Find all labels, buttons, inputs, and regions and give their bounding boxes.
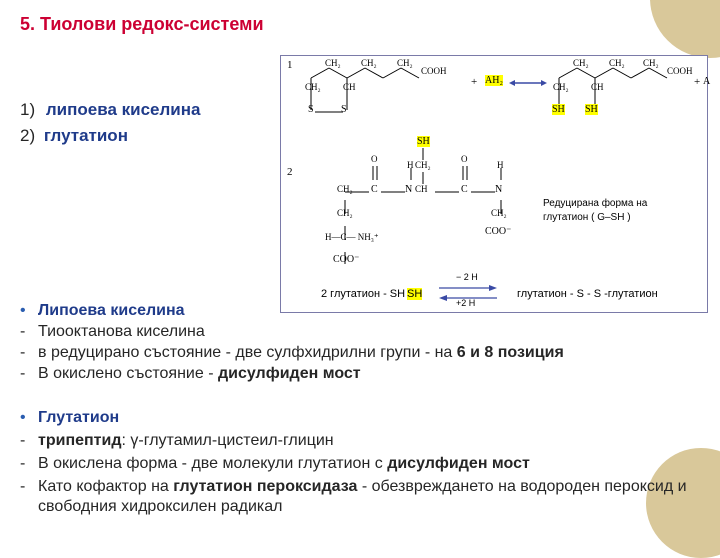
rd-v1: CH₂	[553, 82, 569, 92]
glu-ch2a: CH₂	[415, 160, 431, 170]
rd-c5: COOH	[667, 66, 693, 76]
glu-ch2b: CH₂	[337, 184, 353, 194]
glu-ch2c: CH₂	[337, 208, 353, 218]
s2-row-1: В окислена форма - две молекули глутатио…	[38, 454, 530, 474]
glu-hcnh3: H—C— NH₃⁺	[325, 232, 379, 243]
rd-v2: CH	[591, 82, 604, 92]
eq-left-hl: SH	[407, 288, 422, 300]
intro-num-1: 1)	[20, 100, 35, 119]
intro-item-2: 2) глутатион	[20, 126, 128, 146]
s1-row-1: в редуцирано състояние - две сулфхидрилн…	[38, 344, 564, 362]
chemistry-figure: 1 2 CH₂ CH₂ CH₂ COOH CH₂ CH S S + AH₂	[280, 55, 708, 313]
glu-c1: C	[371, 184, 378, 195]
glu-o2: O	[461, 154, 468, 164]
page-title: 5. Тиолови редокс-системи	[20, 14, 264, 35]
a-label: A	[703, 76, 710, 87]
double-arrow	[509, 78, 547, 88]
plus1: +	[471, 76, 477, 88]
eq-top: − 2 H	[456, 272, 478, 282]
fig-label-1: 1	[287, 59, 293, 71]
intro-item-1: 1) липоева киселина	[20, 100, 200, 120]
ah2: AH₂	[485, 75, 503, 86]
intro-num-2: 2)	[20, 126, 35, 145]
rd-c1: CH₂	[573, 58, 589, 68]
fig-caption-2: глутатион ( G–SH )	[543, 212, 631, 223]
rd-s2: SH	[585, 104, 598, 115]
s2-heading: Глутатион	[38, 408, 119, 428]
intro-text-2: глутатион	[44, 126, 128, 145]
ox-v1: CH₂	[305, 82, 321, 92]
glu-n2: N	[495, 184, 502, 195]
glu-c2: C	[461, 184, 468, 195]
plus2: +	[694, 76, 700, 88]
eq-left: 2 глутатион - SH	[321, 288, 405, 300]
deco-circle-top	[650, 0, 720, 58]
s1-row-2: В окислено състояние - дисулфиден мост	[38, 365, 361, 383]
section-glutathione: • Глутатион - трипептид: γ-глутамил-цист…	[20, 408, 690, 520]
s1-row-0: Тиооктанова киселина	[38, 323, 205, 341]
glu-chm: CH	[415, 184, 428, 194]
glu-n1: N	[405, 184, 412, 195]
rd-c2: CH₂	[609, 58, 625, 68]
section-lipoic: • Липоева киселина - Тиооктанова киселин…	[20, 302, 700, 386]
s2-row-0: трипептид: γ-глутамил-цистеил-глицин	[38, 431, 334, 451]
ox-c5: COOH	[421, 66, 447, 76]
ox-s1: S	[308, 104, 314, 115]
glu-o1: O	[371, 154, 378, 164]
ox-v2: CH	[343, 82, 356, 92]
fig-caption-1: Редуцирана форма на	[543, 198, 647, 209]
rd-c4: CH₂	[643, 58, 659, 68]
glu-coo2: COO⁻	[333, 254, 359, 265]
glu-h2: H	[497, 160, 504, 170]
ox-c1: CH₂	[325, 58, 341, 68]
glu-coo: COO⁻	[485, 226, 511, 237]
ox-c4: CH₂	[397, 58, 413, 68]
fig-label-2: 2	[287, 166, 293, 178]
rd-s1: SH	[552, 104, 565, 115]
intro-text-1: липоева киселина	[46, 100, 201, 119]
glu-ch2d: CH₂	[491, 208, 507, 218]
ox-s2: S	[341, 104, 347, 115]
s1-heading: Липоева киселина	[38, 302, 185, 320]
s2-row-2: Като кофактор на глутатион пероксидаза -…	[38, 477, 690, 517]
glu-h1: H	[407, 160, 414, 170]
eq-right: глутатион - S - S -глутатион	[517, 288, 658, 300]
ox-c2: CH₂	[361, 58, 377, 68]
